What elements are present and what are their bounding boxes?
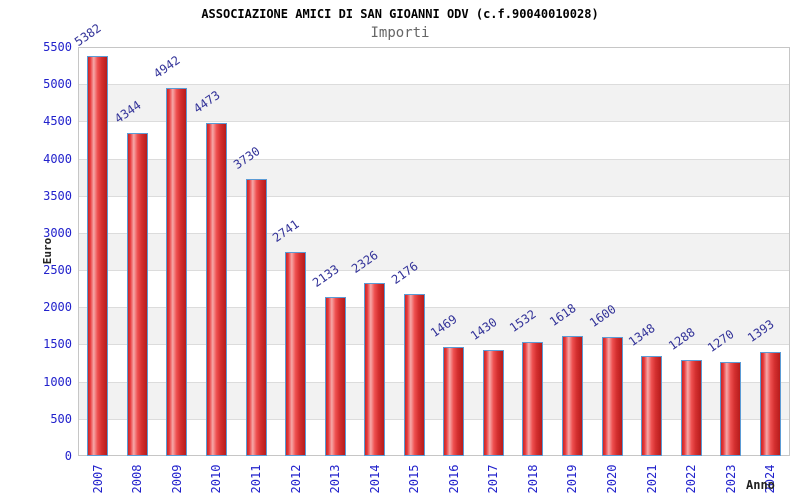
x-tick-label-2009: 2009 xyxy=(169,464,184,494)
x-tick-label-2018: 2018 xyxy=(525,464,540,494)
gridline-2000 xyxy=(79,307,789,309)
gridline-1000 xyxy=(79,381,789,383)
bar-2008 xyxy=(126,132,148,456)
plot-band-500-1000 xyxy=(79,381,789,419)
plot-band-2500-3000 xyxy=(79,232,789,271)
bar-2022 xyxy=(680,360,702,456)
x-tick-label-2020: 2020 xyxy=(605,464,619,494)
y-tick-label-500: 500 xyxy=(50,411,72,426)
x-tick-label-2014: 2014 xyxy=(367,464,382,494)
chart-title: ASSOCIAZIONE AMICI DI SAN GIOANNI ODV (c… xyxy=(201,7,599,21)
plot-band-4500-5000 xyxy=(79,84,789,122)
bar-2021 xyxy=(641,355,663,456)
bar-2017 xyxy=(482,349,504,456)
x-tick-label-2015: 2015 xyxy=(407,464,422,494)
x-tick-label-2013: 2013 xyxy=(328,464,343,494)
y-axis-title: Euro xyxy=(41,237,54,265)
gridline-1500 xyxy=(79,344,789,346)
x-tick-label-2011: 2011 xyxy=(249,464,263,494)
x-tick-label-2022: 2022 xyxy=(684,464,699,494)
y-tick-label-3500: 3500 xyxy=(43,188,72,203)
bar-2016 xyxy=(443,346,465,456)
bar-2012 xyxy=(285,252,307,456)
x-tick-label-2021: 2021 xyxy=(644,464,659,494)
x-tick-label-2019: 2019 xyxy=(565,464,580,494)
plot-band-1500-2000 xyxy=(79,307,789,345)
x-tick-label-2017: 2017 xyxy=(486,464,501,494)
x-tick-label-2010: 2010 xyxy=(209,464,224,494)
y-tick-label-4500: 4500 xyxy=(43,114,72,129)
value-label-2007: 5382 xyxy=(72,20,104,49)
bar-2010 xyxy=(205,123,227,456)
y-tick-label-2500: 2500 xyxy=(43,263,72,278)
x-tick-label-2012: 2012 xyxy=(288,464,303,494)
gridline-4000 xyxy=(79,158,789,160)
chart-subtitle: Importi xyxy=(370,25,430,41)
bar-2013 xyxy=(324,297,346,456)
bar-2015 xyxy=(403,294,425,456)
y-tick-label-1500: 1500 xyxy=(43,337,72,352)
gridline-4500 xyxy=(79,121,789,123)
y-tick-label-0: 0 xyxy=(64,449,72,463)
value-label-2009: 4942 xyxy=(151,53,184,82)
bar-2024 xyxy=(759,352,781,456)
bar-2007 xyxy=(87,55,109,456)
gridline-3500 xyxy=(79,195,789,197)
gridline-2500 xyxy=(79,270,789,272)
y-tick-label-5000: 5000 xyxy=(43,77,72,92)
y-tick-label-5500: 5500 xyxy=(43,40,72,54)
bar-2009 xyxy=(166,88,188,456)
x-tick-label-2007: 2007 xyxy=(90,464,105,494)
bar-2023 xyxy=(720,361,742,456)
y-tick-label-4000: 4000 xyxy=(43,151,72,166)
gridline-3000 xyxy=(79,232,789,234)
bar-2020 xyxy=(601,337,623,456)
bar-2011 xyxy=(245,178,267,456)
gridline-500 xyxy=(79,418,789,420)
x-tick-label-2023: 2023 xyxy=(723,464,738,494)
plot-band-3500-4000 xyxy=(79,158,789,196)
y-tick-label-1000: 1000 xyxy=(43,374,72,389)
bar-2014 xyxy=(364,283,386,456)
y-tick-label-2000: 2000 xyxy=(43,300,72,315)
x-tick-label-2016: 2016 xyxy=(446,464,461,494)
x-axis-title: Anno xyxy=(746,478,775,492)
x-tick-label-2008: 2008 xyxy=(130,464,145,494)
y-tick-label-3000: 3000 xyxy=(43,225,72,240)
bar-2019 xyxy=(561,335,583,456)
bar-2018 xyxy=(522,342,544,456)
gridline-5000 xyxy=(79,84,789,86)
